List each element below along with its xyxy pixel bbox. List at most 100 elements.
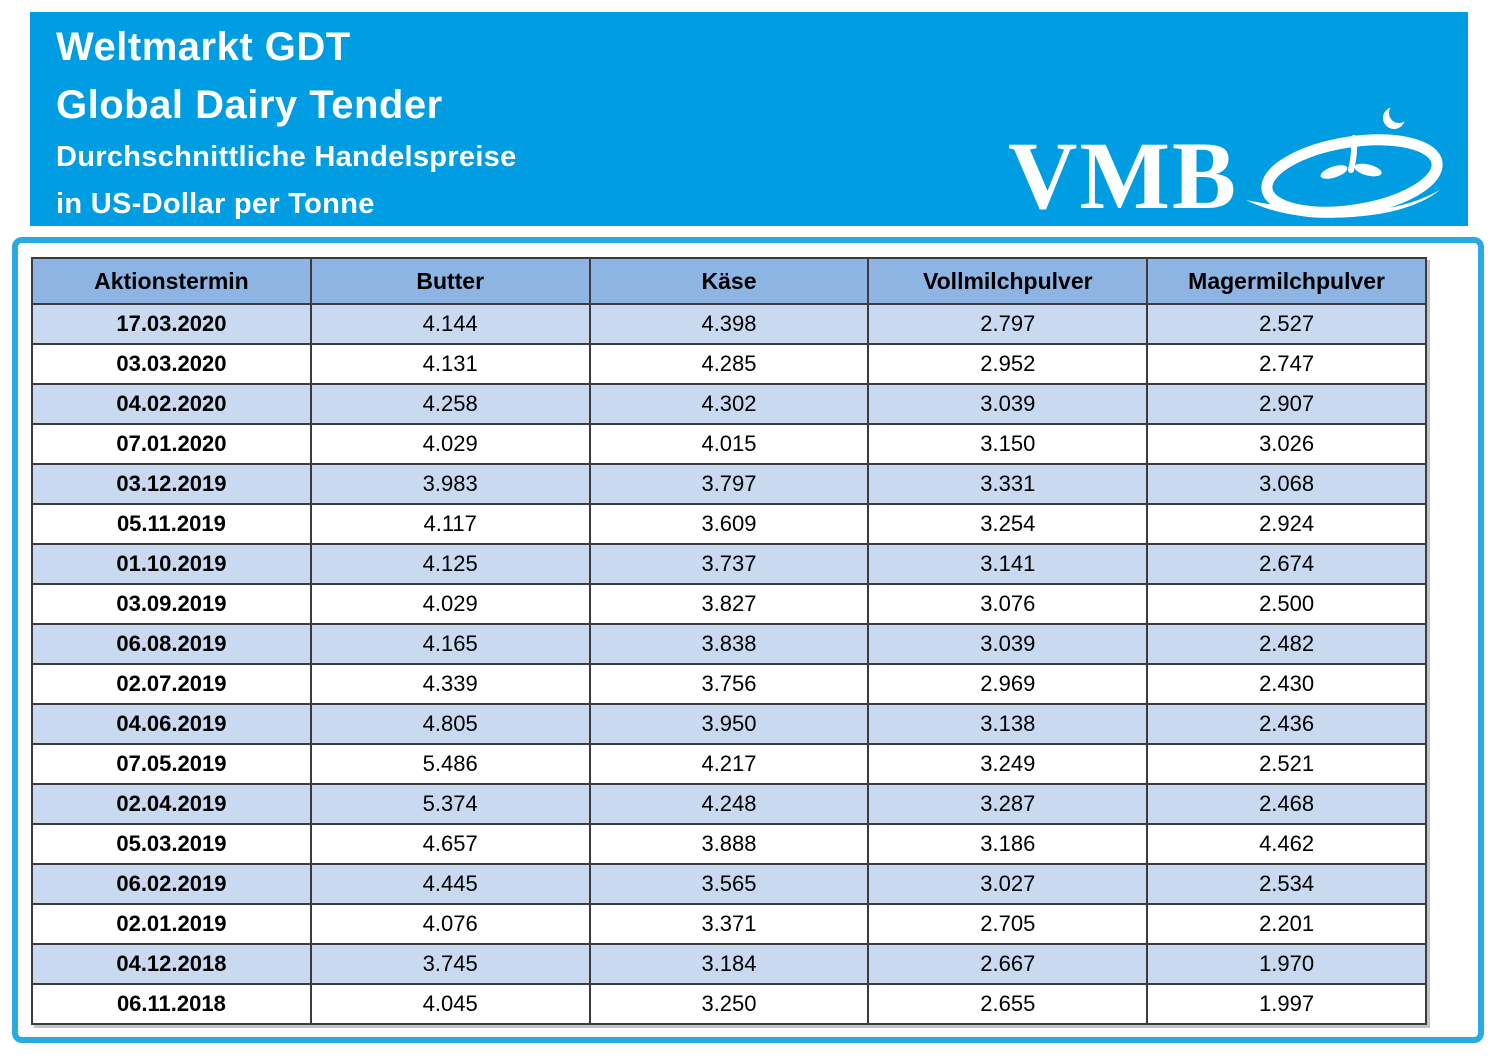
date-cell: 05.11.2019 bbox=[31, 503, 312, 545]
table-row: 06.08.2019 4.165 3.838 3.039 2.482 bbox=[31, 623, 1427, 665]
date-cell: 03.12.2019 bbox=[31, 463, 312, 505]
date-cell: 04.12.2018 bbox=[31, 943, 312, 985]
value-cell: 2.430 bbox=[1146, 663, 1427, 705]
date-cell: 02.04.2019 bbox=[31, 783, 312, 825]
table-row: 04.12.2018 3.745 3.184 2.667 1.970 bbox=[31, 943, 1427, 985]
value-cell: 3.888 bbox=[588, 823, 870, 865]
date-cell: 06.08.2019 bbox=[31, 623, 312, 665]
page-title-line-2: Global Dairy Tender bbox=[56, 83, 443, 127]
value-cell: 4.029 bbox=[309, 583, 591, 625]
value-cell: 2.969 bbox=[867, 663, 1149, 705]
value-cell: 3.745 bbox=[309, 943, 591, 985]
vmb-logo: VMB bbox=[1008, 104, 1454, 230]
value-cell: 2.482 bbox=[1146, 623, 1427, 665]
header-banner: Weltmarkt GDT Global Dairy Tender Durchs… bbox=[30, 12, 1468, 226]
value-cell: 3.609 bbox=[588, 503, 870, 545]
date-cell: 04.02.2020 bbox=[31, 383, 312, 425]
value-cell: 2.907 bbox=[1146, 383, 1427, 425]
date-cell: 07.05.2019 bbox=[31, 743, 312, 785]
value-cell: 1.997 bbox=[1146, 983, 1427, 1025]
value-cell: 3.184 bbox=[588, 943, 870, 985]
value-cell: 4.805 bbox=[309, 703, 591, 745]
value-cell: 4.302 bbox=[588, 383, 870, 425]
table-row: 03.03.2020 4.131 4.285 2.952 2.747 bbox=[31, 343, 1427, 385]
value-cell: 3.076 bbox=[867, 583, 1149, 625]
value-cell: 4.339 bbox=[309, 663, 591, 705]
column-header-0: Aktionstermin bbox=[31, 257, 312, 305]
value-cell: 2.952 bbox=[867, 343, 1149, 385]
value-cell: 4.144 bbox=[309, 303, 591, 345]
value-cell: 3.565 bbox=[588, 863, 870, 905]
value-cell: 2.521 bbox=[1146, 743, 1427, 785]
date-cell: 01.10.2019 bbox=[31, 543, 312, 585]
date-cell: 05.03.2019 bbox=[31, 823, 312, 865]
value-cell: 2.468 bbox=[1146, 783, 1427, 825]
value-cell: 3.039 bbox=[867, 623, 1149, 665]
value-cell: 3.138 bbox=[867, 703, 1149, 745]
value-cell: 4.117 bbox=[309, 503, 591, 545]
value-cell: 2.797 bbox=[867, 303, 1149, 345]
value-cell: 3.331 bbox=[867, 463, 1149, 505]
value-cell: 3.141 bbox=[867, 543, 1149, 585]
date-cell: 02.07.2019 bbox=[31, 663, 312, 705]
table-row: 17.03.2020 4.144 4.398 2.797 2.527 bbox=[31, 303, 1427, 345]
value-cell: 5.486 bbox=[309, 743, 591, 785]
value-cell: 3.371 bbox=[588, 903, 870, 945]
value-cell: 4.657 bbox=[309, 823, 591, 865]
value-cell: 4.258 bbox=[309, 383, 591, 425]
value-cell: 3.026 bbox=[1146, 423, 1427, 465]
value-cell: 2.655 bbox=[867, 983, 1149, 1025]
table-row: 03.09.2019 4.029 3.827 3.076 2.500 bbox=[31, 583, 1427, 625]
column-header-2: Käse bbox=[588, 257, 870, 305]
table-row: 04.02.2020 4.258 4.302 3.039 2.907 bbox=[31, 383, 1427, 425]
value-cell: 2.674 bbox=[1146, 543, 1427, 585]
header-row: Aktionstermin Butter Käse Vollmilchpulver Ma… bbox=[31, 257, 1427, 305]
value-cell: 4.248 bbox=[588, 783, 870, 825]
table-row: 03.12.2019 3.983 3.797 3.331 3.068 bbox=[31, 463, 1427, 505]
value-cell: 4.045 bbox=[309, 983, 591, 1025]
date-cell: 06.11.2018 bbox=[31, 983, 312, 1025]
date-cell: 03.03.2020 bbox=[31, 343, 312, 385]
value-cell: 3.827 bbox=[588, 583, 870, 625]
date-cell: 06.02.2019 bbox=[31, 863, 312, 905]
value-cell: 2.527 bbox=[1146, 303, 1427, 345]
value-cell: 4.445 bbox=[309, 863, 591, 905]
value-cell: 3.068 bbox=[1146, 463, 1427, 505]
value-cell: 2.667 bbox=[867, 943, 1149, 985]
value-cell: 3.737 bbox=[588, 543, 870, 585]
page-title-line-1: Weltmarkt GDT bbox=[56, 25, 351, 69]
value-cell: 3.983 bbox=[309, 463, 591, 505]
price-table: Aktionstermin Butter Käse Vollmilchpulver Ma… bbox=[31, 257, 1427, 1025]
subtitle-line-2: in US-Dollar per Tonne bbox=[56, 188, 375, 220]
value-cell: 3.250 bbox=[588, 983, 870, 1025]
value-cell: 4.398 bbox=[588, 303, 870, 345]
value-cell: 5.374 bbox=[309, 783, 591, 825]
price-table-panel: Aktionstermin Butter Käse Vollmilchpulver Ma… bbox=[12, 237, 1484, 1043]
value-cell: 3.950 bbox=[588, 703, 870, 745]
value-cell: 3.838 bbox=[588, 623, 870, 665]
value-cell: 4.165 bbox=[309, 623, 591, 665]
vmb-swirl-icon bbox=[1246, 104, 1443, 218]
value-cell: 3.150 bbox=[867, 423, 1149, 465]
value-cell: 2.924 bbox=[1146, 503, 1427, 545]
value-cell: 2.436 bbox=[1146, 703, 1427, 745]
column-header-4: Magermilchpulver bbox=[1146, 257, 1427, 305]
date-cell: 17.03.2020 bbox=[31, 303, 312, 345]
value-cell: 2.201 bbox=[1146, 903, 1427, 945]
value-cell: 2.534 bbox=[1146, 863, 1427, 905]
column-header-3: Vollmilchpulver bbox=[867, 257, 1149, 305]
table-row: 07.01.2020 4.029 4.015 3.150 3.026 bbox=[31, 423, 1427, 465]
value-cell: 3.287 bbox=[867, 783, 1149, 825]
banner-text-block: Weltmarkt GDT Global Dairy Tender Durchs… bbox=[30, 12, 1468, 228]
value-cell: 3.249 bbox=[867, 743, 1149, 785]
vmb-logo-text: VMB bbox=[1008, 122, 1238, 230]
value-cell: 1.970 bbox=[1146, 943, 1427, 985]
value-cell: 3.756 bbox=[588, 663, 870, 705]
value-cell: 4.076 bbox=[309, 903, 591, 945]
value-cell: 4.015 bbox=[588, 423, 870, 465]
table-row: 05.03.2019 4.657 3.888 3.186 4.462 bbox=[31, 823, 1427, 865]
value-cell: 4.131 bbox=[309, 343, 591, 385]
value-cell: 4.462 bbox=[1146, 823, 1427, 865]
table-row: 06.02.2019 4.445 3.565 3.027 2.534 bbox=[31, 863, 1427, 905]
date-cell: 07.01.2020 bbox=[31, 423, 312, 465]
